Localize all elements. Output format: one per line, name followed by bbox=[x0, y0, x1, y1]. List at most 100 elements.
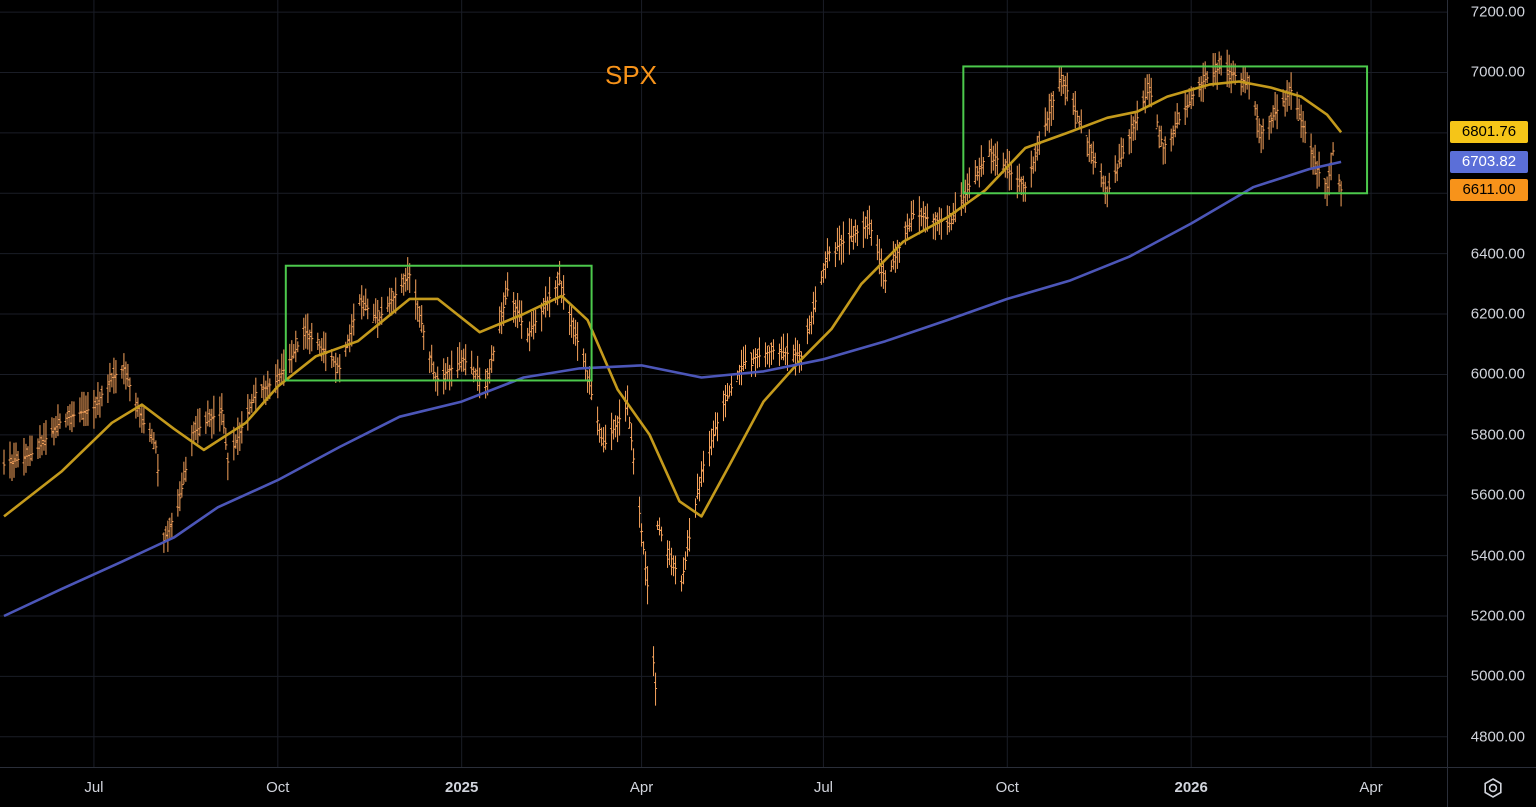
price-bar bbox=[729, 375, 733, 396]
price-bar bbox=[92, 389, 96, 429]
price-bar bbox=[14, 442, 18, 468]
price-bar bbox=[502, 292, 506, 326]
price-bar bbox=[743, 344, 747, 369]
price-bar bbox=[1299, 104, 1303, 138]
price-bar bbox=[322, 331, 326, 364]
price-bar bbox=[526, 327, 530, 343]
price-bar bbox=[600, 427, 604, 447]
price-bar bbox=[302, 317, 306, 350]
price-bar bbox=[1113, 155, 1117, 183]
price-bar bbox=[1045, 111, 1049, 131]
price-bar bbox=[1129, 114, 1133, 154]
price-bar bbox=[777, 343, 781, 366]
price-bar bbox=[1101, 175, 1105, 192]
price-bar bbox=[178, 481, 182, 512]
settings-button[interactable] bbox=[1447, 767, 1536, 807]
price-bar bbox=[610, 412, 614, 451]
price-bar bbox=[1007, 150, 1011, 191]
price-bar bbox=[348, 324, 352, 353]
price-bar bbox=[198, 408, 202, 437]
price-bar bbox=[751, 349, 755, 367]
price-bar bbox=[394, 277, 398, 314]
price-bar bbox=[232, 426, 236, 461]
price-bar bbox=[911, 199, 915, 220]
price-bar bbox=[973, 160, 977, 185]
price-bar bbox=[1213, 52, 1217, 84]
price-bar bbox=[372, 303, 376, 323]
price-bar bbox=[80, 391, 84, 421]
price-bar bbox=[142, 405, 146, 434]
price-bar bbox=[739, 349, 743, 386]
price-bar bbox=[694, 498, 698, 518]
price-bar bbox=[364, 288, 368, 311]
price-bar bbox=[236, 417, 240, 456]
price-bar bbox=[708, 430, 712, 467]
price-bar bbox=[757, 337, 761, 368]
price-bar bbox=[841, 221, 845, 263]
time-axis[interactable]: Jul Oct 2025 Apr Jul Oct 2026 Apr bbox=[0, 767, 1447, 807]
price-bar bbox=[666, 540, 670, 568]
price-bar bbox=[1183, 90, 1187, 125]
price-bar bbox=[1199, 76, 1203, 102]
price-bar bbox=[182, 461, 186, 486]
price-bar bbox=[1031, 156, 1035, 174]
price-bar bbox=[755, 348, 759, 369]
chart-title: SPX bbox=[605, 60, 658, 90]
price-bar bbox=[700, 461, 704, 487]
price-bar bbox=[294, 330, 298, 363]
price-bar bbox=[432, 361, 436, 381]
price-bar bbox=[338, 354, 342, 383]
price-bar bbox=[877, 238, 881, 275]
price-bar bbox=[1229, 63, 1233, 94]
price-bar bbox=[156, 453, 160, 487]
price-bar bbox=[492, 346, 496, 362]
price-bar bbox=[835, 227, 839, 254]
price-bar bbox=[727, 385, 731, 399]
price-bar bbox=[446, 356, 450, 381]
price-bar bbox=[1085, 135, 1089, 157]
price-bar bbox=[839, 234, 843, 265]
price-bar bbox=[682, 557, 686, 585]
price-bar bbox=[240, 411, 244, 444]
price-bar bbox=[1331, 142, 1335, 156]
price-bar bbox=[170, 512, 174, 539]
price-bar bbox=[184, 456, 188, 482]
price-bar bbox=[1225, 49, 1229, 88]
price-bar bbox=[336, 357, 340, 374]
price-bar bbox=[1169, 128, 1173, 152]
price-bar bbox=[54, 415, 58, 439]
price-bar bbox=[212, 395, 216, 435]
price-bar bbox=[150, 428, 154, 444]
price-bar bbox=[875, 234, 879, 261]
price-bar bbox=[196, 408, 200, 444]
price-bar bbox=[933, 211, 937, 241]
price-bar bbox=[598, 423, 602, 443]
price-bar bbox=[108, 362, 112, 393]
price-bar bbox=[979, 145, 983, 177]
price-bar bbox=[404, 267, 408, 292]
price-bar bbox=[725, 383, 729, 402]
price-bar bbox=[366, 298, 370, 320]
ma-line-2 bbox=[3, 160, 1342, 618]
chart-area[interactable]: SPX bbox=[0, 0, 1447, 767]
price-bar bbox=[656, 520, 660, 530]
price-bar bbox=[194, 415, 198, 441]
price-axis[interactable]: 4800.00 5000.00 5200.00 5400.00 5600.00 5800.… bbox=[1447, 0, 1536, 767]
price-bar bbox=[208, 408, 212, 428]
price-bar bbox=[853, 219, 857, 243]
price-bar bbox=[1289, 72, 1293, 110]
price-bar bbox=[869, 219, 873, 246]
price-bar bbox=[849, 218, 853, 242]
price-bar bbox=[444, 363, 448, 390]
price-bar bbox=[260, 384, 264, 398]
price-bar bbox=[234, 434, 238, 449]
price-bar bbox=[122, 353, 126, 385]
price-bar bbox=[1019, 176, 1023, 195]
price-bar bbox=[1063, 75, 1067, 106]
price-bar bbox=[154, 440, 158, 454]
price-bar bbox=[630, 423, 634, 451]
price-bar bbox=[965, 173, 969, 202]
price-bar bbox=[646, 566, 650, 605]
price-bar bbox=[10, 454, 14, 482]
price-bar bbox=[192, 421, 196, 444]
